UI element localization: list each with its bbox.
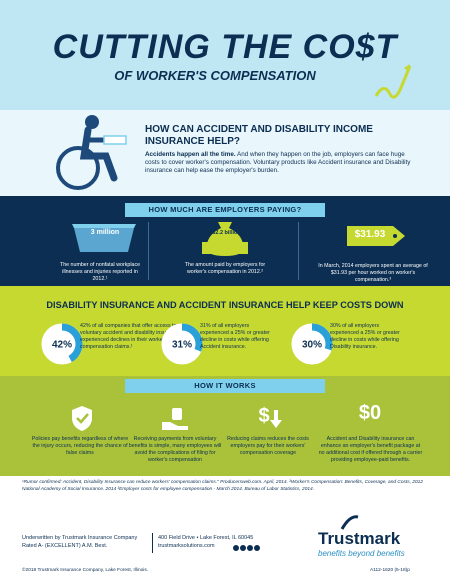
figure: $31.93	[354, 229, 386, 240]
how-heading: HOW IT WORKS	[125, 379, 325, 393]
address: 400 Field Drive • Lake Forest, IL 60045	[158, 535, 254, 541]
box-icon	[72, 224, 136, 252]
donut-arc	[41, 323, 83, 365]
figure-text: In March, 2014 employers spent an averag…	[318, 263, 428, 283]
logo-mark	[340, 515, 359, 530]
svg-text:$: $	[258, 405, 269, 427]
intro-lead: Accidents happen all the time.	[145, 151, 236, 158]
how-text: Accident and Disability insurance can en…	[318, 436, 423, 463]
underwriter-block: Underwritten by Trustmark Insurance Comp…	[22, 534, 137, 550]
social-icons	[233, 545, 260, 551]
brand: Trustmark	[318, 529, 401, 548]
form-code: A112-1620 (5-18)p	[370, 568, 410, 573]
wheelchair-icon	[56, 115, 127, 190]
donut-arc	[291, 323, 333, 365]
how-text: Policies pay benefits regardless of wher…	[31, 436, 129, 456]
shield-icon	[72, 406, 92, 431]
donut: 31%	[161, 323, 203, 365]
copyright: ©2018 Trustmark Insurance Company, Lake …	[22, 568, 149, 573]
money-bag-icon	[202, 222, 248, 256]
figure: 3 million	[90, 229, 120, 236]
dollar-arrow-icon: $	[258, 405, 282, 428]
stat-text: 42% of all companies that offer access t…	[80, 323, 180, 350]
intro-heading: HOW CAN ACCIDENT AND DISABILITY INCOME I…	[145, 124, 373, 147]
donut-label: 30%	[302, 340, 322, 351]
website: trustmarksolutions.com	[158, 543, 215, 549]
figure-text: The amount paid by employers for worker'…	[184, 262, 266, 275]
donut-label: 42%	[52, 340, 72, 351]
costs-heading: DISABILITY INSURANCE AND ACCIDENT INSURA…	[46, 300, 404, 310]
donut-label: 31%	[172, 340, 192, 351]
donut-arc	[161, 323, 203, 365]
intro-band	[0, 110, 450, 196]
rating: Rated A- (EXCELLENT) A.M. Best.	[22, 543, 108, 549]
footnotes: ¹Rumor confirmed: Accident, Disability I…	[22, 480, 423, 492]
intro-paragraph: Accidents happen all the time. And when …	[145, 151, 415, 175]
how-text: Reducing claims reduces the costs employ…	[227, 436, 309, 456]
intro-body: And when they happen on the job, employe…	[145, 151, 411, 174]
price-tag-icon	[347, 226, 405, 246]
subtitle: OF WORKER'S COMPENSATION	[114, 68, 316, 83]
header-band	[0, 0, 450, 110]
address-block: 400 Field Drive • Lake Forest, IL 60045 …	[158, 534, 253, 550]
figure-text: The number of nonfatal workplace illness…	[59, 262, 141, 282]
title: CUTTING THE CO$T	[52, 28, 398, 66]
tagline: benefits beyond benefits	[318, 549, 405, 558]
donut: 42%	[41, 323, 83, 365]
hand-icon	[162, 408, 188, 430]
paying-heading: HOW MUCH ARE EMPLOYERS PAYING?	[125, 203, 325, 217]
stat-text: 31% of all employers experienced a 25% o…	[200, 323, 270, 350]
how-text: Receiving payments from voluntary benefi…	[128, 436, 222, 463]
divider	[148, 222, 149, 280]
zero-cost: $0	[358, 402, 382, 424]
signature-icon	[374, 64, 412, 99]
underwriter: Underwritten by Trustmark Insurance Comp…	[22, 535, 138, 541]
donut: 30%	[291, 323, 333, 365]
figure: $82.2 billion	[209, 230, 241, 236]
stat-text: 30% of all employers experienced a 25% o…	[330, 323, 400, 350]
divider	[152, 533, 153, 553]
divider	[298, 222, 299, 280]
